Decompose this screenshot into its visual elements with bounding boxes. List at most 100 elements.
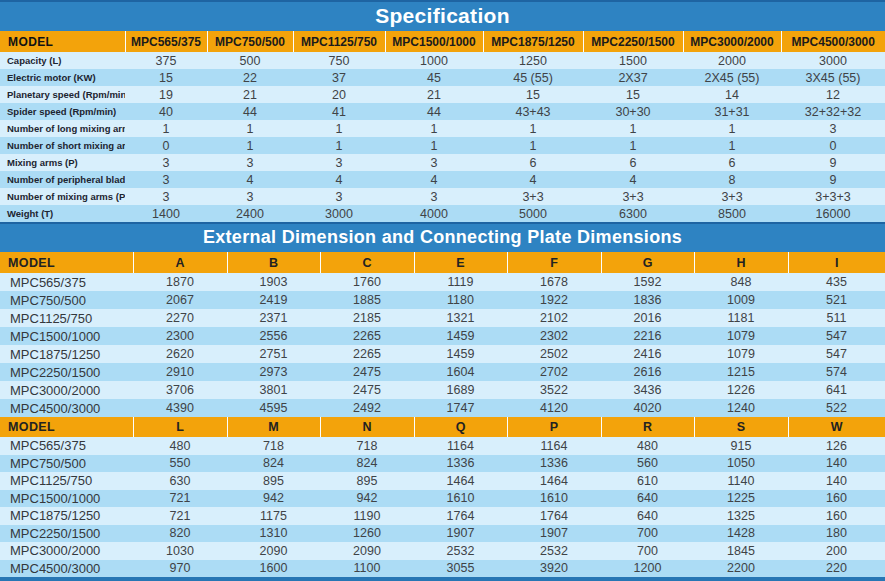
dimension-value-cell: 915 (694, 437, 788, 455)
dimension-column-header: N (320, 417, 414, 437)
model-name-cell: MPC565/375 (0, 437, 133, 455)
spec-value-cell: 1 (207, 120, 293, 137)
model-name-cell: MPC1125/750 (0, 309, 133, 327)
dimension-value-cell: 824 (320, 455, 414, 473)
dimension-value-cell: 2532 (414, 542, 507, 560)
spec-value-cell: 3 (293, 188, 385, 205)
dimension-value-cell: 1180 (414, 291, 507, 309)
dimension-table-row: MPC1500/10002300255622651459230222161079… (0, 327, 885, 345)
spec-value-cell: 3 (125, 171, 207, 188)
spec-value-cell: 2400 (207, 205, 293, 222)
dimension-value-cell: 1428 (694, 525, 788, 543)
spec-value-cell: 0 (125, 137, 207, 154)
spec-value-cell: 4 (385, 171, 483, 188)
spec-value-cell: 9 (781, 171, 885, 188)
spec-value-cell: 1 (293, 137, 385, 154)
spec-table-row: Number of long mixing arms (P)11111113 (0, 120, 885, 137)
specification-table: MODELMPC565/375MPC750/500MPC1125/750MPC1… (0, 31, 885, 222)
dimension-value-cell: 435 (788, 273, 885, 291)
dimension-value-cell: 1464 (414, 472, 507, 490)
spec-table-row: Number of short mixing arms (P)01111110 (0, 137, 885, 154)
spec-value-cell: 1 (293, 120, 385, 137)
spec-value-cell: 4 (583, 171, 683, 188)
model-name-cell: MPC4500/3000 (0, 560, 133, 578)
spec-value-cell: 44 (207, 103, 293, 120)
section-title-dimensions: External Dimension and Connecting Plate … (0, 222, 885, 252)
dimension-table-row: MPC750/500206724191885118019221836100952… (0, 291, 885, 309)
dimension-value-cell: 1260 (320, 525, 414, 543)
spec-value-cell: 30+30 (583, 103, 683, 120)
spec-value-cell: 3+3 (483, 188, 583, 205)
spec-value-cell: 500 (207, 52, 293, 69)
spec-value-cell: 21 (207, 86, 293, 103)
spec-value-cell: 31+31 (683, 103, 781, 120)
dimension-value-cell: 1760 (320, 273, 414, 291)
dimension-value-cell: 2185 (320, 309, 414, 327)
dimension-value-cell: 2556 (227, 327, 320, 345)
dimension-column-header: R (601, 417, 694, 437)
dimension-value-cell: 547 (788, 327, 885, 345)
model-name-cell: MPC750/500 (0, 455, 133, 473)
spec-value-cell: 1 (385, 120, 483, 137)
spec-row-label: Mixing arms (P) (0, 154, 125, 171)
dimension-value-cell: 2416 (601, 345, 694, 363)
spec-row-label: Planetary speed (Rpm/min) (0, 86, 125, 103)
dimension-value-cell: 1200 (601, 560, 694, 578)
dimension-table-row: MPC4500/30009701600110030553920120022002… (0, 560, 885, 578)
dimension-value-cell: 2067 (133, 291, 227, 309)
dimension-value-cell: 2616 (601, 363, 694, 381)
spec-table-row: Planetary speed (Rpm/min)192120211515141… (0, 86, 885, 103)
dimension-value-cell: 2973 (227, 363, 320, 381)
dimension-value-cell: 1845 (694, 542, 788, 560)
spec-row-label: Weight (T) (0, 205, 125, 222)
dimension-value-cell: 1100 (320, 560, 414, 578)
dimension-table-row: MPC750/500550824824133613365601050140 (0, 455, 885, 473)
dimension-value-cell: 1764 (414, 507, 507, 525)
dimension-value-cell: 630 (133, 472, 227, 490)
dimension-table-abcefghi: MODELABCEFGHI MPC565/3751870190317601119… (0, 252, 885, 417)
spec-value-cell: 1 (483, 120, 583, 137)
dimension-value-cell: 140 (788, 472, 885, 490)
spec-value-cell: 1 (583, 120, 683, 137)
dimension-value-cell: 1459 (414, 327, 507, 345)
spec-value-cell: 2000 (683, 52, 781, 69)
spec-value-cell: 0 (781, 137, 885, 154)
model-name-cell: MPC2250/1500 (0, 525, 133, 543)
spec-value-cell: 3000 (293, 205, 385, 222)
dimension-table-row: MPC1500/1000721942942161016106401225160 (0, 490, 885, 508)
dimension-value-cell: 942 (227, 490, 320, 508)
dimension-value-cell: 2502 (507, 345, 601, 363)
dimension-table-row: MPC1125/750630895895146414646101140140 (0, 472, 885, 490)
spec-value-cell: 1 (683, 120, 781, 137)
dimension-value-cell: 970 (133, 560, 227, 578)
model-name-cell: MPC1125/750 (0, 472, 133, 490)
model-name-cell: MPC1500/1000 (0, 327, 133, 345)
dimension-table-row: MPC565/375187019031760111916781592848435 (0, 273, 885, 291)
spec-row-label: Electric motor (KW) (0, 69, 125, 86)
spec-value-cell: 3000 (781, 52, 885, 69)
dimension-value-cell: 1610 (414, 490, 507, 508)
dimension-value-cell: 160 (788, 507, 885, 525)
dimension-value-cell: 4020 (601, 399, 694, 417)
spec-value-cell: 750 (293, 52, 385, 69)
spec-value-cell: 40 (125, 103, 207, 120)
model-name-cell: MPC1875/1250 (0, 507, 133, 525)
dimension-value-cell: 1459 (414, 345, 507, 363)
dimension-value-cell: 895 (320, 472, 414, 490)
dimension-value-cell: 2702 (507, 363, 601, 381)
dimension-value-cell: 2475 (320, 381, 414, 399)
spec-value-cell: 12 (781, 86, 885, 103)
dimension-value-cell: 1870 (133, 273, 227, 291)
dimension-column-header: S (694, 417, 788, 437)
spec-value-cell: 3 (781, 120, 885, 137)
dimension-value-cell: 1764 (507, 507, 601, 525)
spec-row-label: Number of long mixing arms (P) (0, 120, 125, 137)
dimension-value-cell: 160 (788, 490, 885, 508)
dimension-value-cell: 2265 (320, 345, 414, 363)
dimension-value-cell: 1225 (694, 490, 788, 508)
dimension-value-cell: 1140 (694, 472, 788, 490)
dimension-column-header: P (507, 417, 601, 437)
spec-table-row: Electric motor (KW)1522374545 (55)2X372X… (0, 69, 885, 86)
dimension-table-row: MPC2250/15008201310126019071907700142818… (0, 525, 885, 543)
dimension-column-header: Q (414, 417, 507, 437)
